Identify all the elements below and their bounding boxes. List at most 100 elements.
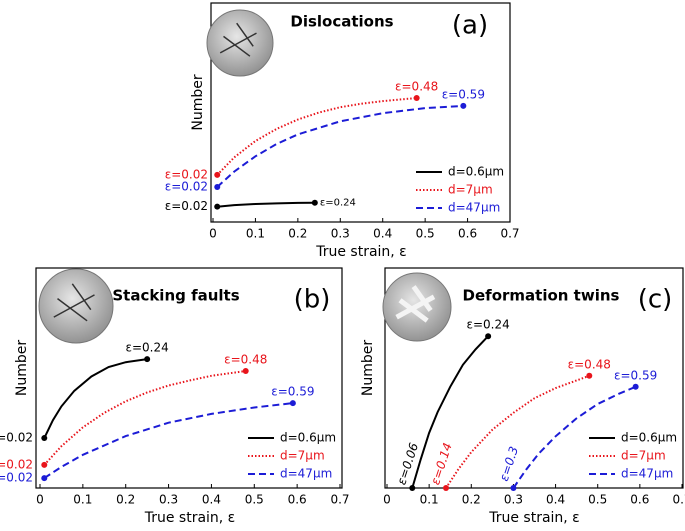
start-label: ε=0.02: [0, 431, 33, 445]
end-label: ε=0.59: [614, 368, 657, 382]
x-axis-label: True strain, ε: [315, 244, 407, 260]
end-point: [214, 171, 221, 178]
y-axis-label: Number: [14, 340, 30, 396]
chart-title: Stacking faults: [112, 287, 239, 305]
x-tick-label: 0.3: [159, 493, 178, 507]
legend-label: d=0.6μm: [621, 431, 677, 445]
x-tick-label: 0: [36, 493, 44, 507]
x-axis-label: True strain, ε: [144, 510, 236, 526]
end-point: [242, 367, 249, 374]
curve: [43, 402, 294, 479]
x-tick-label: 0.7: [500, 227, 519, 241]
x-tick-label: 0.3: [331, 227, 350, 241]
panel-label: (a): [452, 11, 488, 41]
inset-feature: [57, 298, 88, 322]
end-point: [214, 203, 221, 210]
end-label: ε=0.48: [568, 357, 611, 371]
x-tick-label: 0.7: [672, 493, 685, 507]
panel-label: (b): [294, 285, 331, 315]
curve: [411, 335, 489, 489]
end-point: [289, 400, 296, 407]
start-label: ε=0.02: [165, 199, 208, 213]
start-label: ε=0.02: [0, 471, 33, 485]
end-label: ε=0.48: [224, 352, 267, 366]
legend-label: d=7μm: [280, 449, 325, 463]
legend-label: d=0.6μm: [280, 431, 336, 445]
x-tick-label: 0.6: [630, 493, 649, 507]
end-label: ε=0.24: [320, 198, 356, 209]
end-point: [41, 475, 48, 482]
legend-label: d=7μm: [448, 183, 493, 197]
curve: [445, 374, 590, 489]
curve: [512, 385, 636, 489]
legend-label: d=7μm: [621, 449, 666, 463]
start-label: ε=0.02: [0, 457, 33, 471]
start-label: ε=0.3: [497, 445, 521, 483]
chart-title: Deformation twins: [463, 287, 620, 305]
y-axis-label: Number: [190, 74, 206, 130]
x-tick-label: 0.6: [288, 493, 307, 507]
plot-frame: [384, 267, 684, 489]
end-label: ε=0.59: [442, 87, 485, 101]
curve: [216, 97, 417, 176]
x-tick-label: 0.1: [73, 493, 92, 507]
curve: [216, 104, 464, 188]
end-point: [41, 461, 48, 468]
x-axis-label: True strain, ε: [488, 510, 580, 526]
x-tick-label: 0.5: [245, 493, 264, 507]
end-point: [460, 102, 467, 109]
end-point: [41, 435, 48, 442]
inset-feature: [236, 22, 254, 47]
plot-frame: [35, 267, 343, 489]
end-point: [510, 485, 517, 491]
end-point: [632, 383, 639, 390]
legend-label: d=0.6μm: [448, 165, 504, 179]
x-tick-label: 0.5: [588, 493, 607, 507]
start-label: ε=0.06: [394, 441, 421, 487]
x-tick-label: 0.3: [504, 493, 523, 507]
inset-feature: [395, 294, 436, 320]
inset-feature: [53, 294, 95, 318]
x-tick-label: 0.2: [462, 493, 481, 507]
end-point: [485, 333, 492, 340]
x-tick-label: 0.2: [288, 227, 307, 241]
x-tick-label: 0.5: [416, 227, 435, 241]
x-tick-label: 0.4: [546, 493, 565, 507]
inset-feature: [219, 32, 257, 54]
end-point: [586, 372, 593, 379]
end-label: ε=0.24: [126, 341, 169, 355]
end-label: ε=0.48: [395, 80, 438, 94]
curve: [217, 201, 315, 208]
curve: [43, 358, 148, 439]
end-point: [311, 199, 318, 206]
x-tick-label: 0.1: [246, 227, 265, 241]
chart-title: Dislocations: [290, 13, 393, 31]
end-label: ε=0.24: [467, 318, 510, 332]
x-tick-label: 0.4: [202, 493, 221, 507]
inset-feature: [223, 35, 251, 57]
end-point: [214, 183, 221, 190]
inset-feature: [411, 285, 433, 312]
start-label: ε=0.02: [165, 167, 208, 181]
x-tick-label: 0.2: [116, 493, 135, 507]
inset-micrograph: [38, 268, 114, 344]
x-tick-label: 0.7: [330, 493, 349, 507]
end-point: [413, 95, 420, 102]
end-point: [144, 356, 151, 363]
start-label: ε=0.02: [165, 179, 208, 193]
x-tick-label: 0: [383, 493, 391, 507]
legend-label: d=47μm: [448, 201, 500, 215]
x-tick-label: 0.1: [420, 493, 439, 507]
end-point: [443, 485, 449, 491]
panel-label: (c): [638, 285, 673, 315]
legend-label: d=47μm: [280, 467, 332, 481]
y-axis-label: Number: [360, 340, 376, 396]
x-tick-label: 0.4: [373, 227, 392, 241]
legend-label: d=47μm: [621, 467, 673, 481]
end-point: [409, 485, 416, 491]
start-label: ε=0.14: [428, 441, 455, 486]
inset-feature: [71, 283, 92, 311]
curve: [43, 370, 246, 466]
